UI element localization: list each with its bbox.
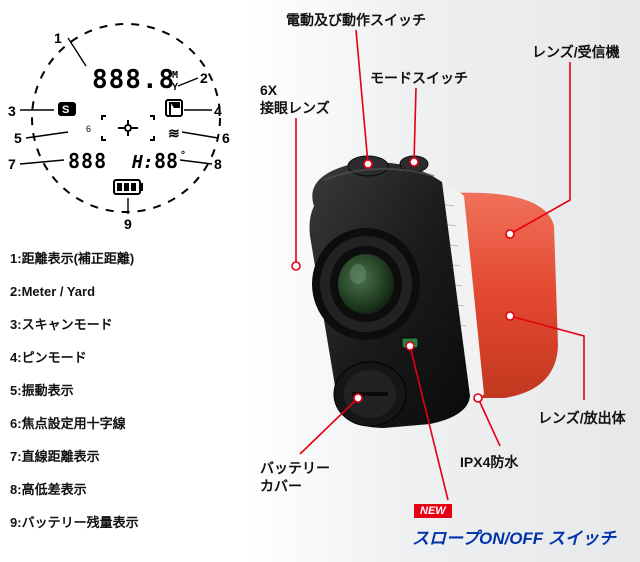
- ret-num-7: 7: [8, 156, 16, 172]
- legend-text: Meter / Yard: [22, 284, 95, 299]
- legend-item: 6:焦点設定用十字線: [10, 417, 139, 430]
- legend-num: 7: [10, 449, 17, 464]
- svg-text:S: S: [62, 104, 69, 116]
- ret-num-2: 2: [200, 70, 208, 86]
- ret-num-6: 6: [222, 130, 230, 146]
- svg-text:Y: Y: [172, 82, 178, 93]
- legend-num: 6: [10, 416, 17, 431]
- callout-power-switch: 電動及び動作スイッチ: [286, 10, 426, 30]
- left-panel: 888.8 M Y S ≋ 6: [0, 0, 250, 562]
- legend-item: 4:ピンモード: [10, 351, 139, 364]
- legend-item: 8:高低差表示: [10, 483, 139, 496]
- callout-eyepiece-l2: 接眼レンズ: [260, 100, 330, 116]
- callout-battery-cover: バッテリー カバー: [260, 460, 330, 495]
- legend-item: 7:直線距離表示: [10, 450, 139, 463]
- right-panel: 電動及び動作スイッチ 6X 接眼レンズ モードスイッチ レンズ/受信機 レンズ/…: [250, 0, 640, 562]
- legend-num: 4: [10, 350, 17, 365]
- svg-text:°: °: [180, 150, 186, 161]
- callout-ipx4: IPX4防水: [460, 452, 518, 472]
- legend-num: 3: [10, 317, 17, 332]
- svg-text:M: M: [172, 70, 178, 81]
- ret-num-9: 9: [124, 216, 132, 232]
- callout-slope-switch: スロープON/OFF スイッチ: [412, 524, 616, 549]
- legend-text: 距離表示(補正距離): [22, 251, 135, 266]
- legend-text: ピンモード: [22, 350, 87, 365]
- legend-text: 高低差表示: [22, 482, 87, 497]
- ret-num-8: 8: [214, 156, 222, 172]
- callout-mode-switch: モードスイッチ: [370, 68, 468, 88]
- legend-item: 9:バッテリー残量表示: [10, 516, 139, 529]
- legend-item: 3:スキャンモード: [10, 318, 139, 331]
- svg-text:888: 888: [68, 149, 107, 173]
- reticle-diagram: 888.8 M Y S ≋ 6: [6, 8, 236, 228]
- callout-battery-l2: カバー: [260, 478, 302, 494]
- legend-text: スキャンモード: [22, 317, 113, 332]
- legend-num: 5: [10, 383, 17, 398]
- new-badge: NEW: [414, 504, 452, 518]
- reticle-svg: 888.8 M Y S ≋ 6: [6, 8, 236, 234]
- legend-item: 1:距離表示(補正距離): [10, 252, 139, 265]
- legend-num: 9: [10, 515, 17, 530]
- legend-text: 焦点設定用十字線: [22, 416, 126, 431]
- callout-eyepiece: 6X 接眼レンズ: [260, 82, 330, 117]
- legend-item: 5:振動表示: [10, 384, 139, 397]
- svg-text:6: 6: [86, 124, 91, 134]
- legend-num: 1: [10, 251, 17, 266]
- callout-lens-emitter: レンズ/放出体: [538, 408, 626, 428]
- legend-item: 2:Meter / Yard: [10, 285, 139, 298]
- svg-text:888.8: 888.8: [92, 65, 175, 95]
- legend-list: 1:距離表示(補正距離) 2:Meter / Yard 3:スキャンモード 4:…: [10, 252, 139, 549]
- ret-num-4: 4: [214, 103, 222, 119]
- legend-text: バッテリー残量表示: [22, 515, 139, 530]
- callout-eyepiece-l1: 6X: [260, 82, 277, 98]
- svg-text:88: 88: [154, 149, 178, 173]
- ret-num-3: 3: [8, 103, 16, 119]
- callout-lens-receiver: レンズ/受信機: [532, 42, 620, 62]
- ret-num-1: 1: [54, 30, 62, 46]
- callout-battery-l1: バッテリー: [260, 460, 330, 476]
- svg-text:≋: ≋: [168, 125, 180, 141]
- legend-num: 2: [10, 284, 17, 299]
- svg-text:H:: H:: [131, 152, 154, 173]
- legend-num: 8: [10, 482, 17, 497]
- legend-text: 直線距離表示: [22, 449, 100, 464]
- legend-text: 振動表示: [22, 383, 74, 398]
- ret-num-5: 5: [14, 130, 22, 146]
